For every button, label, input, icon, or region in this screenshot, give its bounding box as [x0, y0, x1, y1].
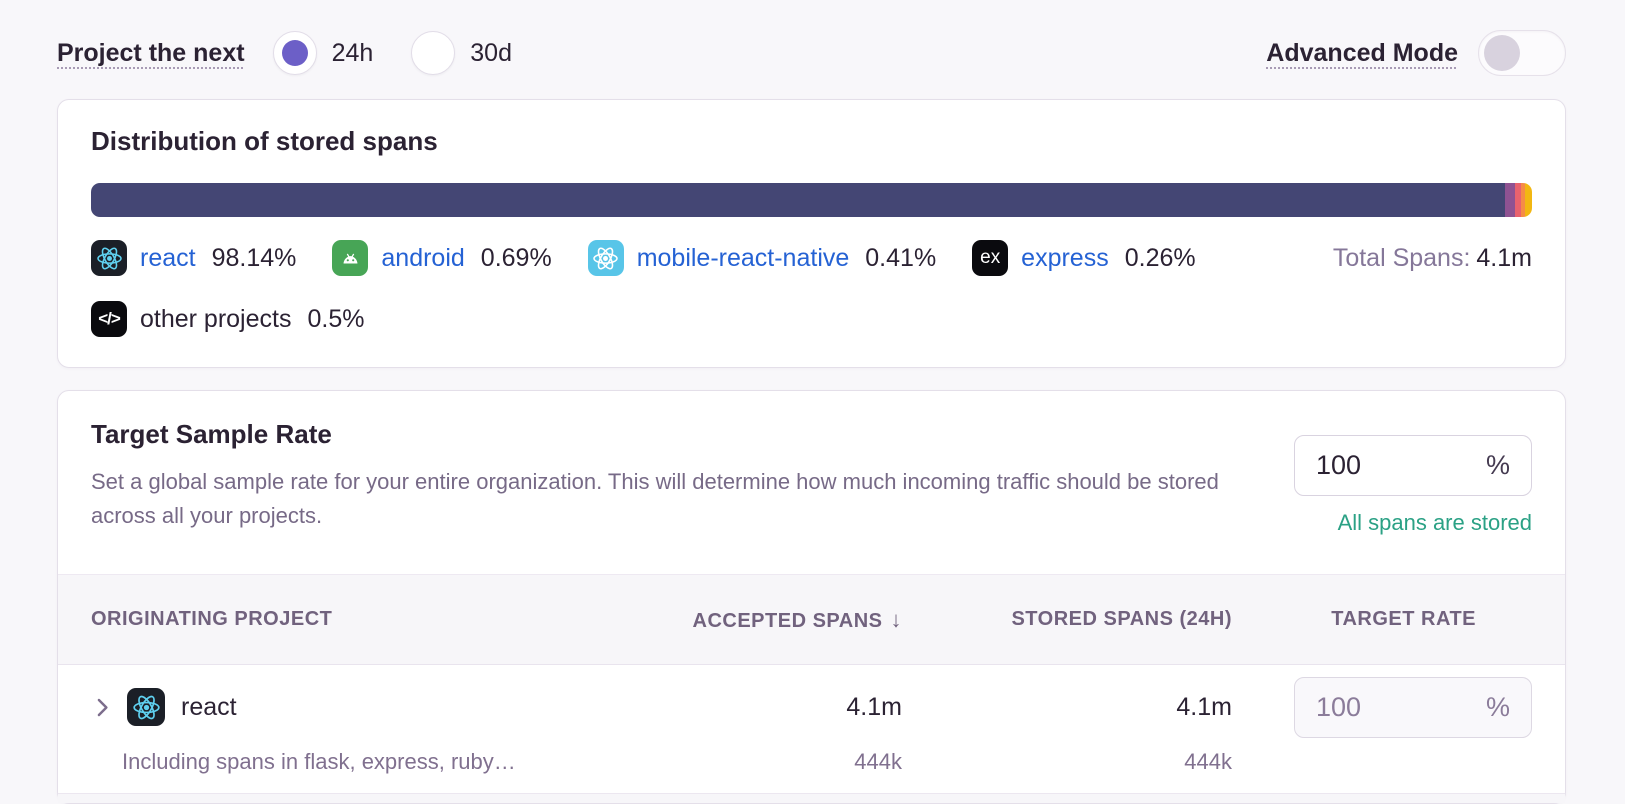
target-sample-rate-title: Target Sample Rate [91, 419, 332, 449]
distribution-card-title: Distribution of stored spans [91, 126, 438, 156]
radio-unselected-icon[interactable] [411, 31, 456, 75]
legend-item-react: react 98.14% [91, 240, 296, 276]
percent-unit-label: % [1485, 450, 1510, 480]
advanced-mode-label: Advanced Mode [1266, 38, 1458, 67]
next-table-row-partial [58, 793, 1565, 803]
column-header-stored-spans: STORED SPANS (24H) [1011, 608, 1232, 630]
projects-sample-rate-table: ORIGINATING PROJECT ACCEPTED SPANS ↓ STOR… [58, 574, 1565, 803]
react-native-icon [587, 240, 624, 276]
accepted-spans-header-label: ACCEPTED SPANS [692, 609, 883, 632]
total-spans-label: Total Spans: [1332, 243, 1471, 272]
percent-unit-label: % [1485, 691, 1510, 722]
stored-spans-stacked-bar [91, 183, 1532, 217]
total-spans: Total Spans: 4.1m [1333, 244, 1532, 273]
legend-project-link-react[interactable]: react [140, 243, 196, 272]
stored-spans-value: 4.1m [1176, 692, 1232, 721]
target-sample-rate-description: Set a global sample rate for your entire… [91, 469, 1219, 528]
advanced-mode-control: Advanced Mode [1266, 30, 1566, 76]
target-sample-rate-card: Target Sample Rate Set a global sample r… [57, 390, 1566, 804]
column-header-originating-project: ORIGINATING PROJECT [91, 608, 333, 630]
legend-project-link-express[interactable]: express [1021, 243, 1109, 272]
advanced-mode-toggle[interactable] [1478, 30, 1566, 76]
sample-rate-status-text: All spans are stored [1337, 510, 1532, 535]
distribution-legend-row-2: </> other projects 0.5% [91, 301, 1532, 337]
bar-segment-mobile-react-native [1515, 183, 1522, 217]
table-row-react-sub: Including spans in flask, express, ruby…… [58, 749, 1565, 793]
project-cell-react: react [91, 688, 652, 726]
sub-stored-spans-value: 444k [1184, 749, 1232, 774]
target-rate-cell: % [1294, 676, 1532, 738]
table-row-react-main: react 4.1m 4.1m % [58, 665, 1565, 749]
total-spans-value: 4.1m [1476, 243, 1532, 272]
bar-segment-express [1521, 183, 1525, 217]
bar-segment-android [1505, 183, 1516, 217]
period-radio-group: 24h 30d [272, 31, 512, 75]
period-radio-24h-label: 24h [331, 38, 374, 67]
project-sample-rate-field: % [1294, 676, 1532, 738]
distribution-card: Distribution of stored spans react 98.14… [57, 99, 1566, 368]
code-icon: </> [91, 301, 127, 337]
legend-project-link-mobile-react-native[interactable]: mobile-react-native [636, 243, 850, 272]
legend-percent-mobile-react-native: 0.41% [865, 243, 937, 272]
accepted-spans-value: 4.1m [846, 692, 902, 721]
bar-segment-react [91, 183, 1506, 217]
project-name: react [181, 692, 237, 721]
legend-project-link-android[interactable]: android [381, 243, 465, 272]
sub-accepted-spans-value: 444k [854, 749, 902, 774]
expand-chevron-icon[interactable] [91, 696, 114, 719]
legend-percent-other-projects: 0.5% [307, 304, 365, 333]
toggle-knob-icon [1484, 35, 1520, 71]
react-icon [127, 688, 165, 726]
legend-percent-react: 98.14% [211, 243, 297, 272]
target-sample-rate-head: Target Sample Rate Set a global sample r… [58, 419, 1565, 533]
bar-segment-other-projects [1524, 183, 1532, 217]
android-icon [332, 240, 369, 276]
table-row-react: react 4.1m 4.1m % Including spans in fla… [58, 665, 1565, 793]
legend-item-other-projects: </> other projects 0.5% [91, 301, 364, 337]
radio-selected-icon[interactable] [272, 31, 317, 75]
top-controls: Project the next 24h 30d Advanced Mode [57, 28, 1566, 78]
included-spans-note: Including spans in flask, express, ruby… [122, 749, 516, 774]
period-radio-30d[interactable]: 30d [411, 31, 512, 75]
distribution-legend-row-1: react 98.14% android 0.69% mobile-react-… [91, 240, 1532, 276]
legend-percent-android: 0.69% [480, 243, 552, 272]
legend-item-mobile-react-native: mobile-react-native 0.41% [587, 240, 937, 276]
period-radio-24h[interactable]: 24h [272, 31, 374, 75]
column-header-target-rate: TARGET RATE [1331, 608, 1476, 630]
global-sample-rate-field: % [1294, 435, 1532, 496]
table-header-row: ORIGINATING PROJECT ACCEPTED SPANS ↓ STOR… [58, 574, 1565, 665]
global-sample-rate-input[interactable] [1316, 450, 1446, 481]
legend-project-other-projects: other projects [140, 304, 292, 333]
react-icon [91, 240, 127, 276]
legend-item-express: ex express 0.26% [972, 240, 1196, 276]
project-sample-rate-input[interactable] [1316, 691, 1446, 723]
column-header-accepted-spans[interactable]: ACCEPTED SPANS ↓ [693, 607, 903, 633]
project-next-label: Project the next [57, 38, 245, 67]
express-icon: ex [972, 240, 1009, 276]
legend-percent-express: 0.26% [1124, 243, 1196, 272]
period-radio-30d-label: 30d [470, 38, 512, 67]
legend-item-android: android 0.69% [332, 240, 552, 276]
sort-desc-arrow-icon: ↓ [890, 606, 902, 632]
